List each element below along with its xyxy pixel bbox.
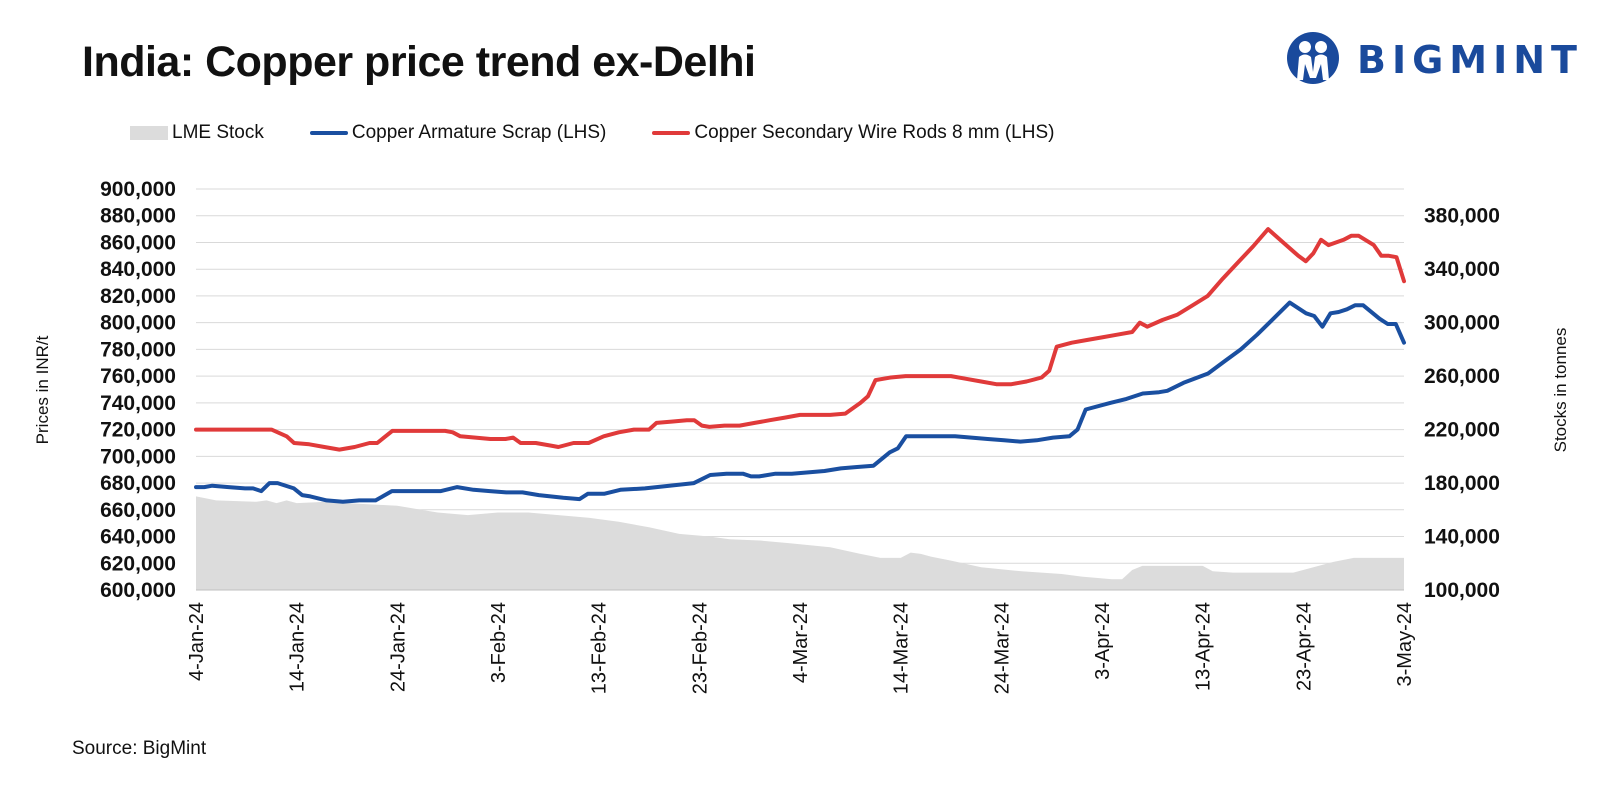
legend-label-wire-rods: Copper Secondary Wire Rods 8 mm (LHS) (694, 122, 1055, 143)
y-tick-label: 800,000 (100, 312, 176, 335)
legend-swatch-lme-stock (130, 126, 168, 140)
x-tick-label: 24-Mar-24 (991, 602, 1013, 694)
x-tick-label: 23-Feb-24 (689, 602, 711, 694)
armature-scrap-line (194, 300, 1406, 504)
y-tick-label: 720,000 (100, 419, 176, 442)
y-tick-label: 680,000 (100, 472, 176, 495)
legend-item-wire-rods: Copper Secondary Wire Rods 8 mm (LHS) (652, 122, 1054, 144)
x-tick-label: 13-Feb-24 (589, 602, 611, 694)
y2-tick-label: 340,000 (1424, 258, 1500, 281)
y-tick-label: 860,000 (100, 231, 176, 254)
brand-name: BIGMINT (1357, 38, 1583, 82)
y-tick-label: 620,000 (100, 552, 176, 575)
y-tick-label: 900,000 (100, 178, 176, 201)
lme-stock-area (196, 496, 1404, 590)
x-tick-label: 14-Jan-24 (287, 602, 309, 692)
legend-item-armature-scrap: Copper Armature Scrap (LHS) (309, 122, 607, 144)
y2-tick-label: 260,000 (1424, 365, 1500, 388)
y2-tick-label: 220,000 (1424, 419, 1500, 442)
y-tick-label: 740,000 (100, 392, 176, 415)
source-note: Source: BigMint (72, 738, 207, 759)
y2-tick-label: 140,000 (1424, 526, 1500, 549)
legend-item-lme-stock: LME Stock (130, 122, 264, 144)
y2-tick-label: 180,000 (1424, 472, 1500, 495)
y-tick-label: 640,000 (100, 526, 176, 549)
legend-swatch-wire-rods (652, 131, 691, 135)
y-tick-label: 880,000 (100, 205, 176, 228)
y2-axis-title: Stocks in tonnes (1551, 328, 1570, 453)
legend: LME Stock Copper Armature Scrap (LHS) Co… (130, 120, 1100, 146)
bigmint-logo-icon (1287, 32, 1339, 84)
legend-label-armature-scrap: Copper Armature Scrap (LHS) (351, 122, 607, 143)
chart-title: India: Copper price trend ex-Delhi (82, 38, 756, 86)
x-tick-label: 4-Mar-24 (790, 602, 812, 683)
y-tick-label: 700,000 (100, 445, 176, 468)
x-tick-label: 24-Jan-24 (387, 602, 409, 692)
y2-tick-label: 380,000 (1424, 205, 1500, 228)
x-tick-label: 23-Apr-24 (1293, 602, 1315, 691)
y-tick-label: 840,000 (100, 258, 176, 281)
y-tick-label: 600,000 (100, 579, 176, 602)
x-tick-label: 14-Mar-24 (891, 602, 913, 694)
x-tick-label: 3-May-24 (1394, 602, 1416, 686)
y-axis-title: Prices in INR/t (33, 335, 52, 444)
x-tick-label: 3-Apr-24 (1092, 602, 1114, 680)
y2-tick-label: 100,000 (1424, 579, 1500, 602)
y-tick-label: 760,000 (100, 365, 176, 388)
y-tick-label: 820,000 (100, 285, 176, 308)
x-tick-label: 4-Jan-24 (186, 602, 208, 681)
y-tick-label: 780,000 (100, 338, 176, 361)
x-tick-label: 3-Feb-24 (488, 602, 510, 683)
legend-label-lme-stock: LME Stock (172, 122, 264, 143)
legend-swatch-armature-scrap (309, 131, 348, 135)
x-tick-label: 13-Apr-24 (1193, 602, 1215, 691)
bigmint-logo: BIGMINT (1285, 30, 1577, 90)
y-tick-label: 660,000 (100, 499, 176, 522)
y2-tick-label: 300,000 (1424, 312, 1500, 335)
wire-rods-line (194, 227, 1406, 452)
